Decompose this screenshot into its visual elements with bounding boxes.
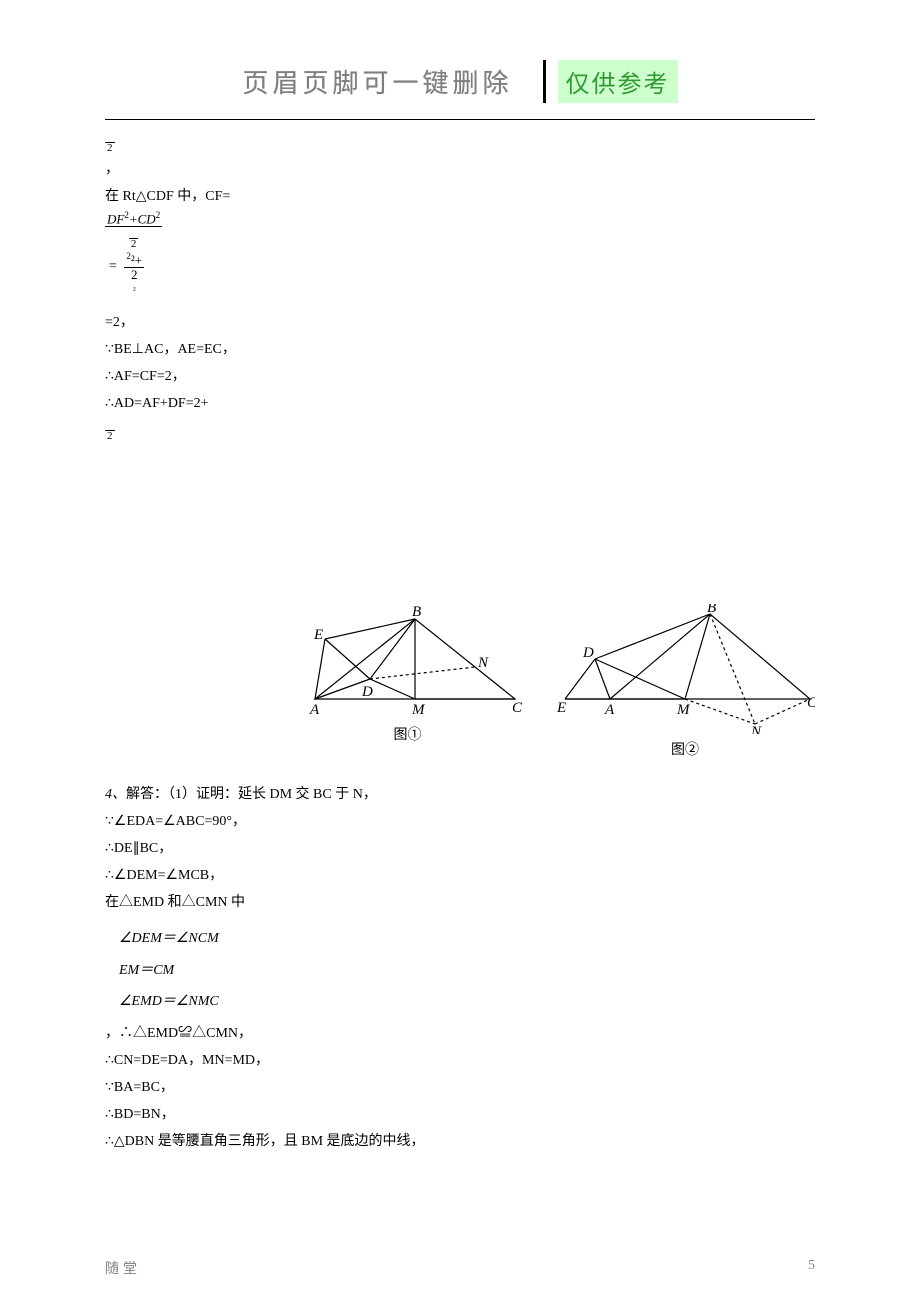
lbl-m: M <box>411 702 426 718</box>
lbl-n: N <box>477 655 489 671</box>
text-line: ∴DE∥BC， <box>105 836 815 862</box>
badge-wrap: 仅供参考 <box>543 60 678 103</box>
text-line: ∴AF=CF=2， <box>105 364 815 390</box>
lbl-d: D <box>361 684 373 700</box>
text-line: 在 Rt△CDF 中，CF= <box>105 184 815 210</box>
cond-3: ∠EMD＝∠NMC <box>119 989 815 1015</box>
text-line: ∵∠EDA=∠ABC=90°， <box>105 809 815 835</box>
header-rule <box>105 119 815 120</box>
text-line: ，∴△EMD≌△CMN， <box>105 1021 815 1047</box>
figure-2-caption: 图② <box>555 738 815 764</box>
lbl-b: B <box>412 604 421 620</box>
header: 页眉页脚可一键删除 仅供参考 <box>105 60 815 103</box>
brace-block: ∠DEM＝∠NCM EM＝CM ∠EMD＝∠NMC <box>119 926 815 1016</box>
text-line: ∴AD=AF+DF=2+ <box>105 391 815 417</box>
figure-1-svg: A B C D E M N <box>290 604 525 719</box>
figure-2: A B C D E M N 图② <box>555 604 815 764</box>
cond-1: ∠DEM＝∠NCM <box>119 926 815 952</box>
lbl-n2: N <box>750 724 762 734</box>
lbl-c2: C <box>807 695 815 711</box>
lbl-m2: M <box>676 702 691 718</box>
figure-1: A B C D E M N 图① <box>290 604 525 764</box>
text-line: ， <box>105 157 815 183</box>
trailing-sq: ² <box>133 282 815 309</box>
lbl-a2: A <box>604 702 615 718</box>
text-line: ∵BA=BC， <box>105 1075 815 1101</box>
lbl-a: A <box>309 702 320 718</box>
page-number: 5 <box>808 1258 815 1278</box>
reference-badge: 仅供参考 <box>558 60 678 103</box>
text-line: ∴△DBN 是等腰直角三角形，且 BM 是底边的中线， <box>105 1129 815 1155</box>
lbl-c: C <box>512 700 523 716</box>
text-line: ∴CN=DE=DA，MN=MD， <box>105 1048 815 1074</box>
content: 2 ， 在 Rt△CDF 中，CF= DF2+CD2 2 = 2²+ 2 ² =… <box>105 130 815 1155</box>
text-line: 在△EMD 和△CMN 中 <box>105 890 815 916</box>
figure-1-caption: 图① <box>290 723 525 749</box>
lbl-d2: D <box>582 645 594 661</box>
header-title: 页眉页脚可一键删除 <box>242 63 512 100</box>
frac-fragment-top: 2 <box>105 130 815 156</box>
text-line: ∵BE⊥AC，AE=EC， <box>105 337 815 363</box>
problem-4-head: 4、解答：（1）证明：延长 DM 交 BC 于 N， <box>105 782 815 808</box>
footer-left: 随堂 <box>105 1258 141 1278</box>
var-cd: +CD <box>129 211 156 226</box>
text-line: ∴∠DEM=∠MCB， <box>105 863 815 889</box>
text-line: =2， <box>105 310 815 336</box>
figures-row: A B C D E M N 图① <box>290 604 815 764</box>
badge-divider <box>543 60 546 103</box>
frac-tail: 2 <box>105 417 815 443</box>
frac-eq: = 2²+ 2 <box>109 252 815 282</box>
cond-2: EM＝CM <box>119 958 815 984</box>
lbl-b2: B <box>707 604 716 616</box>
figure-2-svg: A B C D E M N <box>555 604 815 734</box>
lbl-e: E <box>313 627 323 643</box>
frac-cf: DF2+CD2 2 <box>105 211 815 251</box>
spacer <box>105 444 815 594</box>
lbl-e2: E <box>556 700 566 716</box>
footer: 随堂 5 <box>105 1258 815 1278</box>
var-df: DF <box>107 211 124 226</box>
text-line: ∴BD=BN， <box>105 1102 815 1128</box>
page: 页眉页脚可一键删除 仅供参考 2 ， 在 Rt△CDF 中，CF= DF2+CD… <box>0 0 920 1302</box>
